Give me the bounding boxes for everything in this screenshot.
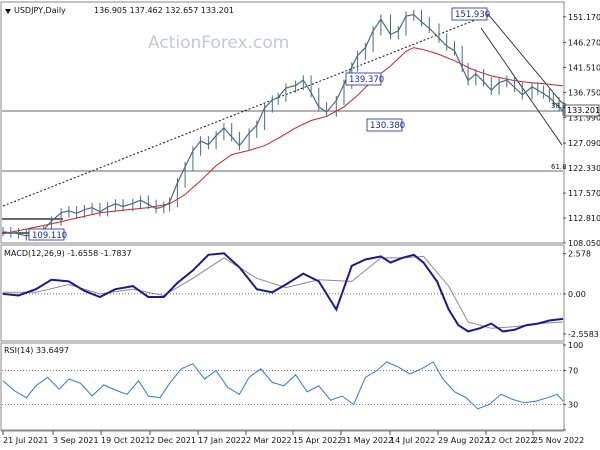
- rsi-tick-label: 100: [568, 341, 583, 350]
- rsi-label: RSI(14) 33.6497: [4, 346, 69, 355]
- rsi-tick-label: 70: [568, 367, 578, 376]
- price-panel: ActionForex.com USDJPY,Daily 136.905 137…: [0, 1, 600, 248]
- fib-382-label: 38.2: [551, 102, 567, 110]
- date-tick-label: 19 Oct 2021: [101, 436, 150, 445]
- date-axis: 21 Jul 2021 3 Sep 2021 19 Oct 2021 2 Dec 20…: [1, 430, 584, 445]
- rsi-panel: RSI(14) 33.6497 100 70 30: [0, 341, 583, 431]
- high-label: 151.930: [455, 10, 490, 20]
- rsi-frame: [0, 342, 565, 431]
- current-price-badge: [564, 104, 600, 117]
- date-tick-label: 12 Oct 2022: [486, 436, 535, 445]
- price-tick-label: 131.990: [568, 113, 600, 122]
- price-tick-label: 108.050: [568, 239, 600, 248]
- date-tick-label: 2 Mar 2022: [246, 436, 292, 445]
- macd-label: MACD(12,26,9) -1.6558 -1.7837: [4, 249, 132, 258]
- rsi-axis: 100 70 30: [563, 341, 583, 431]
- date-tick-label: 29 Aug 2022: [438, 436, 489, 445]
- rsi-line: [2, 361, 564, 410]
- watermark: ActionForex.com: [148, 33, 289, 53]
- long-trend-line: [2, 14, 489, 207]
- price-tick-label: 146.270: [568, 39, 600, 48]
- channel-lower: [480, 27, 563, 146]
- date-tick-label: 3 Sep 2021: [53, 436, 99, 445]
- mid-low-label: 130.380: [370, 121, 405, 131]
- fib-618-label: 61.8: [551, 163, 567, 171]
- current-price-label: 133.201: [567, 106, 600, 115]
- high-label-box: [451, 7, 488, 21]
- rsi-tick-label: 30: [568, 401, 578, 410]
- macd-line: [2, 252, 564, 333]
- macd-frame: [0, 244, 565, 342]
- header: USDJPY,Daily 136.905 137.462 132.657 133…: [5, 6, 234, 15]
- price-tick-label: 127.090: [568, 139, 600, 148]
- mid-high-label: 139.370: [349, 75, 384, 85]
- date-tick-label: 14 Jul 2022: [390, 436, 435, 445]
- macd-tick-label: 2.578: [568, 250, 591, 259]
- price-tick-label: 122.330: [568, 164, 600, 173]
- price-tick-label: 112.810: [568, 214, 600, 223]
- down-triangle-icon: [5, 9, 11, 14]
- annotations: 151.930 139.370 130.380 109.110 38.2 61.…: [28, 7, 600, 241]
- macd-panel: MACD(12,26,9) -1.6558 -1.7837 2.578 0.00 -…: [0, 244, 599, 342]
- date-tick-label: 15 Apr 2022: [293, 436, 342, 445]
- macd-axis: 2.578 0.00 -2.5583: [563, 250, 599, 339]
- price-line: [2, 13, 564, 237]
- price-tick-label: 141.510: [568, 64, 600, 73]
- channel-upper: [487, 13, 563, 104]
- symbol-label: USDJPY,Daily: [14, 6, 66, 15]
- start-low-label-box: [28, 228, 65, 241]
- date-tick-label: 21 Jul 2021: [3, 436, 48, 445]
- macd-tick-label: 0.00: [568, 290, 586, 299]
- macd-tick-label: -2.5583: [568, 330, 599, 339]
- price-tick-label: 151.170: [568, 13, 600, 22]
- mid-high-label-box: [345, 72, 382, 86]
- date-tick-label: 2 Dec 2021: [150, 436, 196, 445]
- date-tick-label: 25 Nov 2022: [533, 436, 584, 445]
- price-tick-label: 117.570: [568, 189, 600, 198]
- start-low-label: 109.110: [32, 231, 67, 241]
- date-tick-label: 31 May 2022: [341, 436, 393, 445]
- ohlc-values: 136.905 137.462 132.657 133.201: [94, 6, 234, 15]
- price-overlay: [2, 13, 563, 234]
- price-tick-label: 136.750: [568, 88, 600, 97]
- moving-average-line: [2, 47, 564, 235]
- date-tick-label: 17 Jan 2022: [198, 436, 246, 445]
- price-frame: [0, 1, 565, 244]
- mid-low-label-box: [366, 118, 403, 132]
- price-axis: 151.170 146.270 141.510 136.750 131.990 127.0…: [563, 13, 600, 248]
